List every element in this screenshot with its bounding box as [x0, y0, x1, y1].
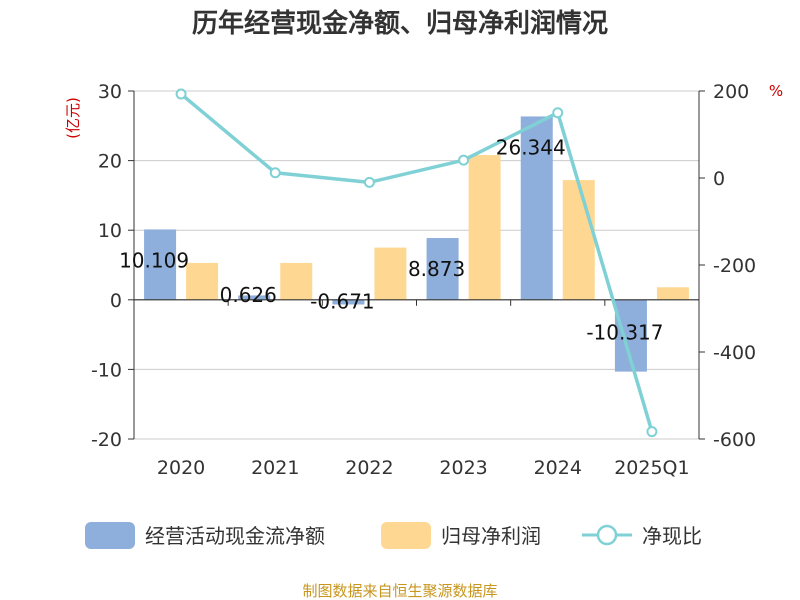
ratio-line — [175, 88, 658, 438]
legend-swatch — [85, 522, 135, 549]
category-label: 2021 — [251, 457, 299, 479]
bar-profit — [468, 155, 501, 300]
legend-label: 净现比 — [642, 524, 702, 548]
left-tick-label: 0 — [110, 290, 122, 312]
legend-label: 经营活动现金流净额 — [145, 524, 325, 548]
left-tick-label: -20 — [91, 429, 122, 451]
data-labels: 10.109 0.626 -0.671 8.873 26.344 -10.317 — [119, 135, 663, 344]
bar-cashflow — [238, 295, 271, 300]
category-label: 2023 — [439, 457, 487, 479]
right-tick-label: -600 — [713, 429, 756, 451]
legend-swatch — [381, 522, 431, 549]
right-tick-label: 0 — [713, 168, 725, 190]
chart-title: 历年经营现金净额、归母净利润情况 — [192, 8, 608, 39]
bar-profit — [186, 262, 219, 300]
category-label: 2024 — [534, 457, 582, 479]
category-label: 2022 — [345, 457, 393, 479]
bar-profit — [656, 287, 689, 300]
bar-cashflow — [332, 299, 365, 305]
legend: 经营活动现金流净额 归母净利润 净现比 — [85, 522, 702, 549]
left-axis-unit: (亿元) — [64, 97, 82, 139]
left-tick-label: 30 — [98, 81, 122, 103]
ratio-point — [363, 176, 375, 188]
bar-cashflow — [144, 229, 177, 300]
left-tick-label: 20 — [98, 151, 122, 173]
bar-profit — [280, 262, 313, 300]
left-tick-label: -10 — [91, 359, 122, 381]
legend-marker — [596, 524, 618, 546]
right-tick-label: -400 — [713, 342, 756, 364]
source-note: 制图数据来自恒生聚源数据库 — [302, 582, 497, 600]
cashflow-data-label: -10.317 — [586, 321, 663, 345]
right-tick-label: 200 — [713, 81, 749, 103]
category-label: 2020 — [157, 457, 205, 479]
cashflow-data-label: 0.626 — [220, 283, 277, 307]
ratio-point — [458, 154, 470, 166]
right-axis-unit: % — [769, 82, 783, 100]
cashflow-data-label: 8.873 — [408, 257, 465, 281]
cashflow-data-label: 26.344 — [496, 135, 566, 159]
cashflow-data-label: 10.109 — [119, 248, 189, 272]
left-tick-label: 10 — [98, 220, 122, 242]
bar-cashflow — [426, 238, 459, 300]
axes: 30 20 10 0 -10 -20 200 0 -200 -400 -600 2020 2021 202… — [91, 81, 756, 479]
cashflow-data-label: -0.671 — [310, 289, 374, 313]
ratio-point — [175, 88, 187, 100]
legend-label: 归母净利润 — [441, 524, 541, 548]
right-tick-label: -200 — [713, 255, 756, 277]
category-label: 2025Q1 — [614, 457, 689, 479]
ratio-point — [552, 107, 564, 119]
ratio-point — [646, 426, 658, 438]
bar-profit — [562, 180, 595, 300]
ratio-point — [269, 167, 281, 179]
bar-profit — [374, 247, 407, 300]
bar-cashflow — [520, 116, 553, 300]
ratio-line-path — [179, 92, 654, 433]
